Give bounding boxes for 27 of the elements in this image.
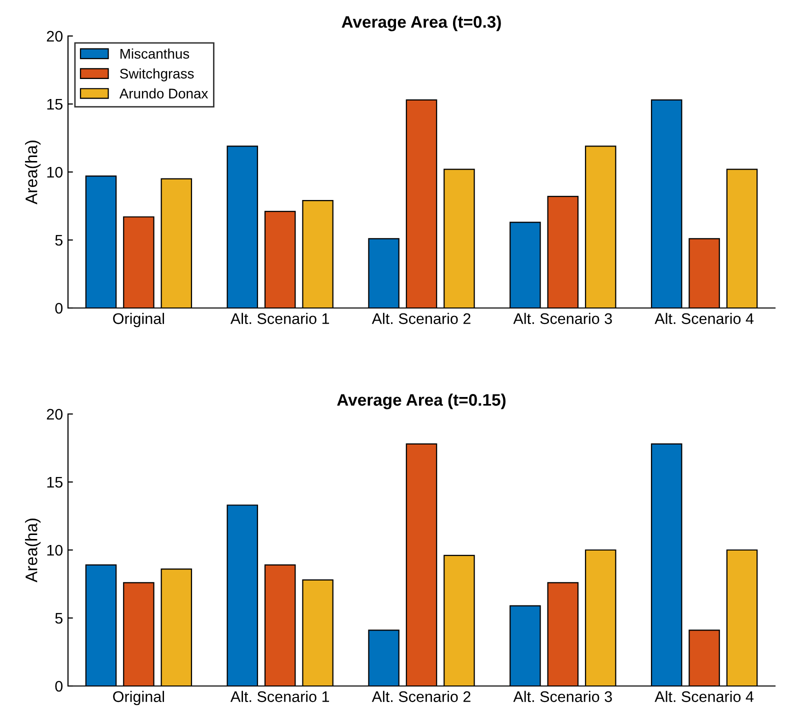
y-tick-label: 15 [47,477,62,488]
chart-title: Average Area (t=0.15) [337,394,506,410]
y-tick-label: 10 [47,544,63,556]
x-tick-label: Original [113,312,164,328]
legend-label: Miscanthus [120,48,190,59]
y-tick-label: 15 [47,99,62,110]
x-tick-label: Alt. Scenario 2 [372,690,470,702]
y-tick-label: 10 [47,166,63,178]
y-tick-label: 20 [46,30,63,42]
y-tick-label: 5 [55,235,62,246]
x-tick-label: Alt. Scenario 1 [230,690,330,702]
y-axis-title: Area(ha) [25,140,41,204]
chart-title: Average Area (t=0.3) [342,16,501,32]
x-tick-label: Alt. Scenario 4 [654,690,754,702]
y-tick-label: 0 [55,680,63,692]
legend-label: Arundo Donax [119,88,208,98]
x-tick-label: Alt. Scenario 3 [513,312,612,324]
x-tick-label: Original [113,690,164,706]
x-tick-label: Alt. Scenario 4 [654,312,754,324]
y-tick-label: 5 [55,613,62,624]
legend-label: Switchgrass [120,68,194,82]
x-tick-label: Alt. Scenario 2 [372,312,470,324]
x-tick-label: Alt. Scenario 1 [230,312,330,324]
x-tick-label: Alt. Scenario 3 [513,690,612,702]
y-tick-label: 20 [46,408,63,420]
y-axis-title: Area(ha) [25,518,41,582]
y-tick-label: 0 [55,302,63,314]
